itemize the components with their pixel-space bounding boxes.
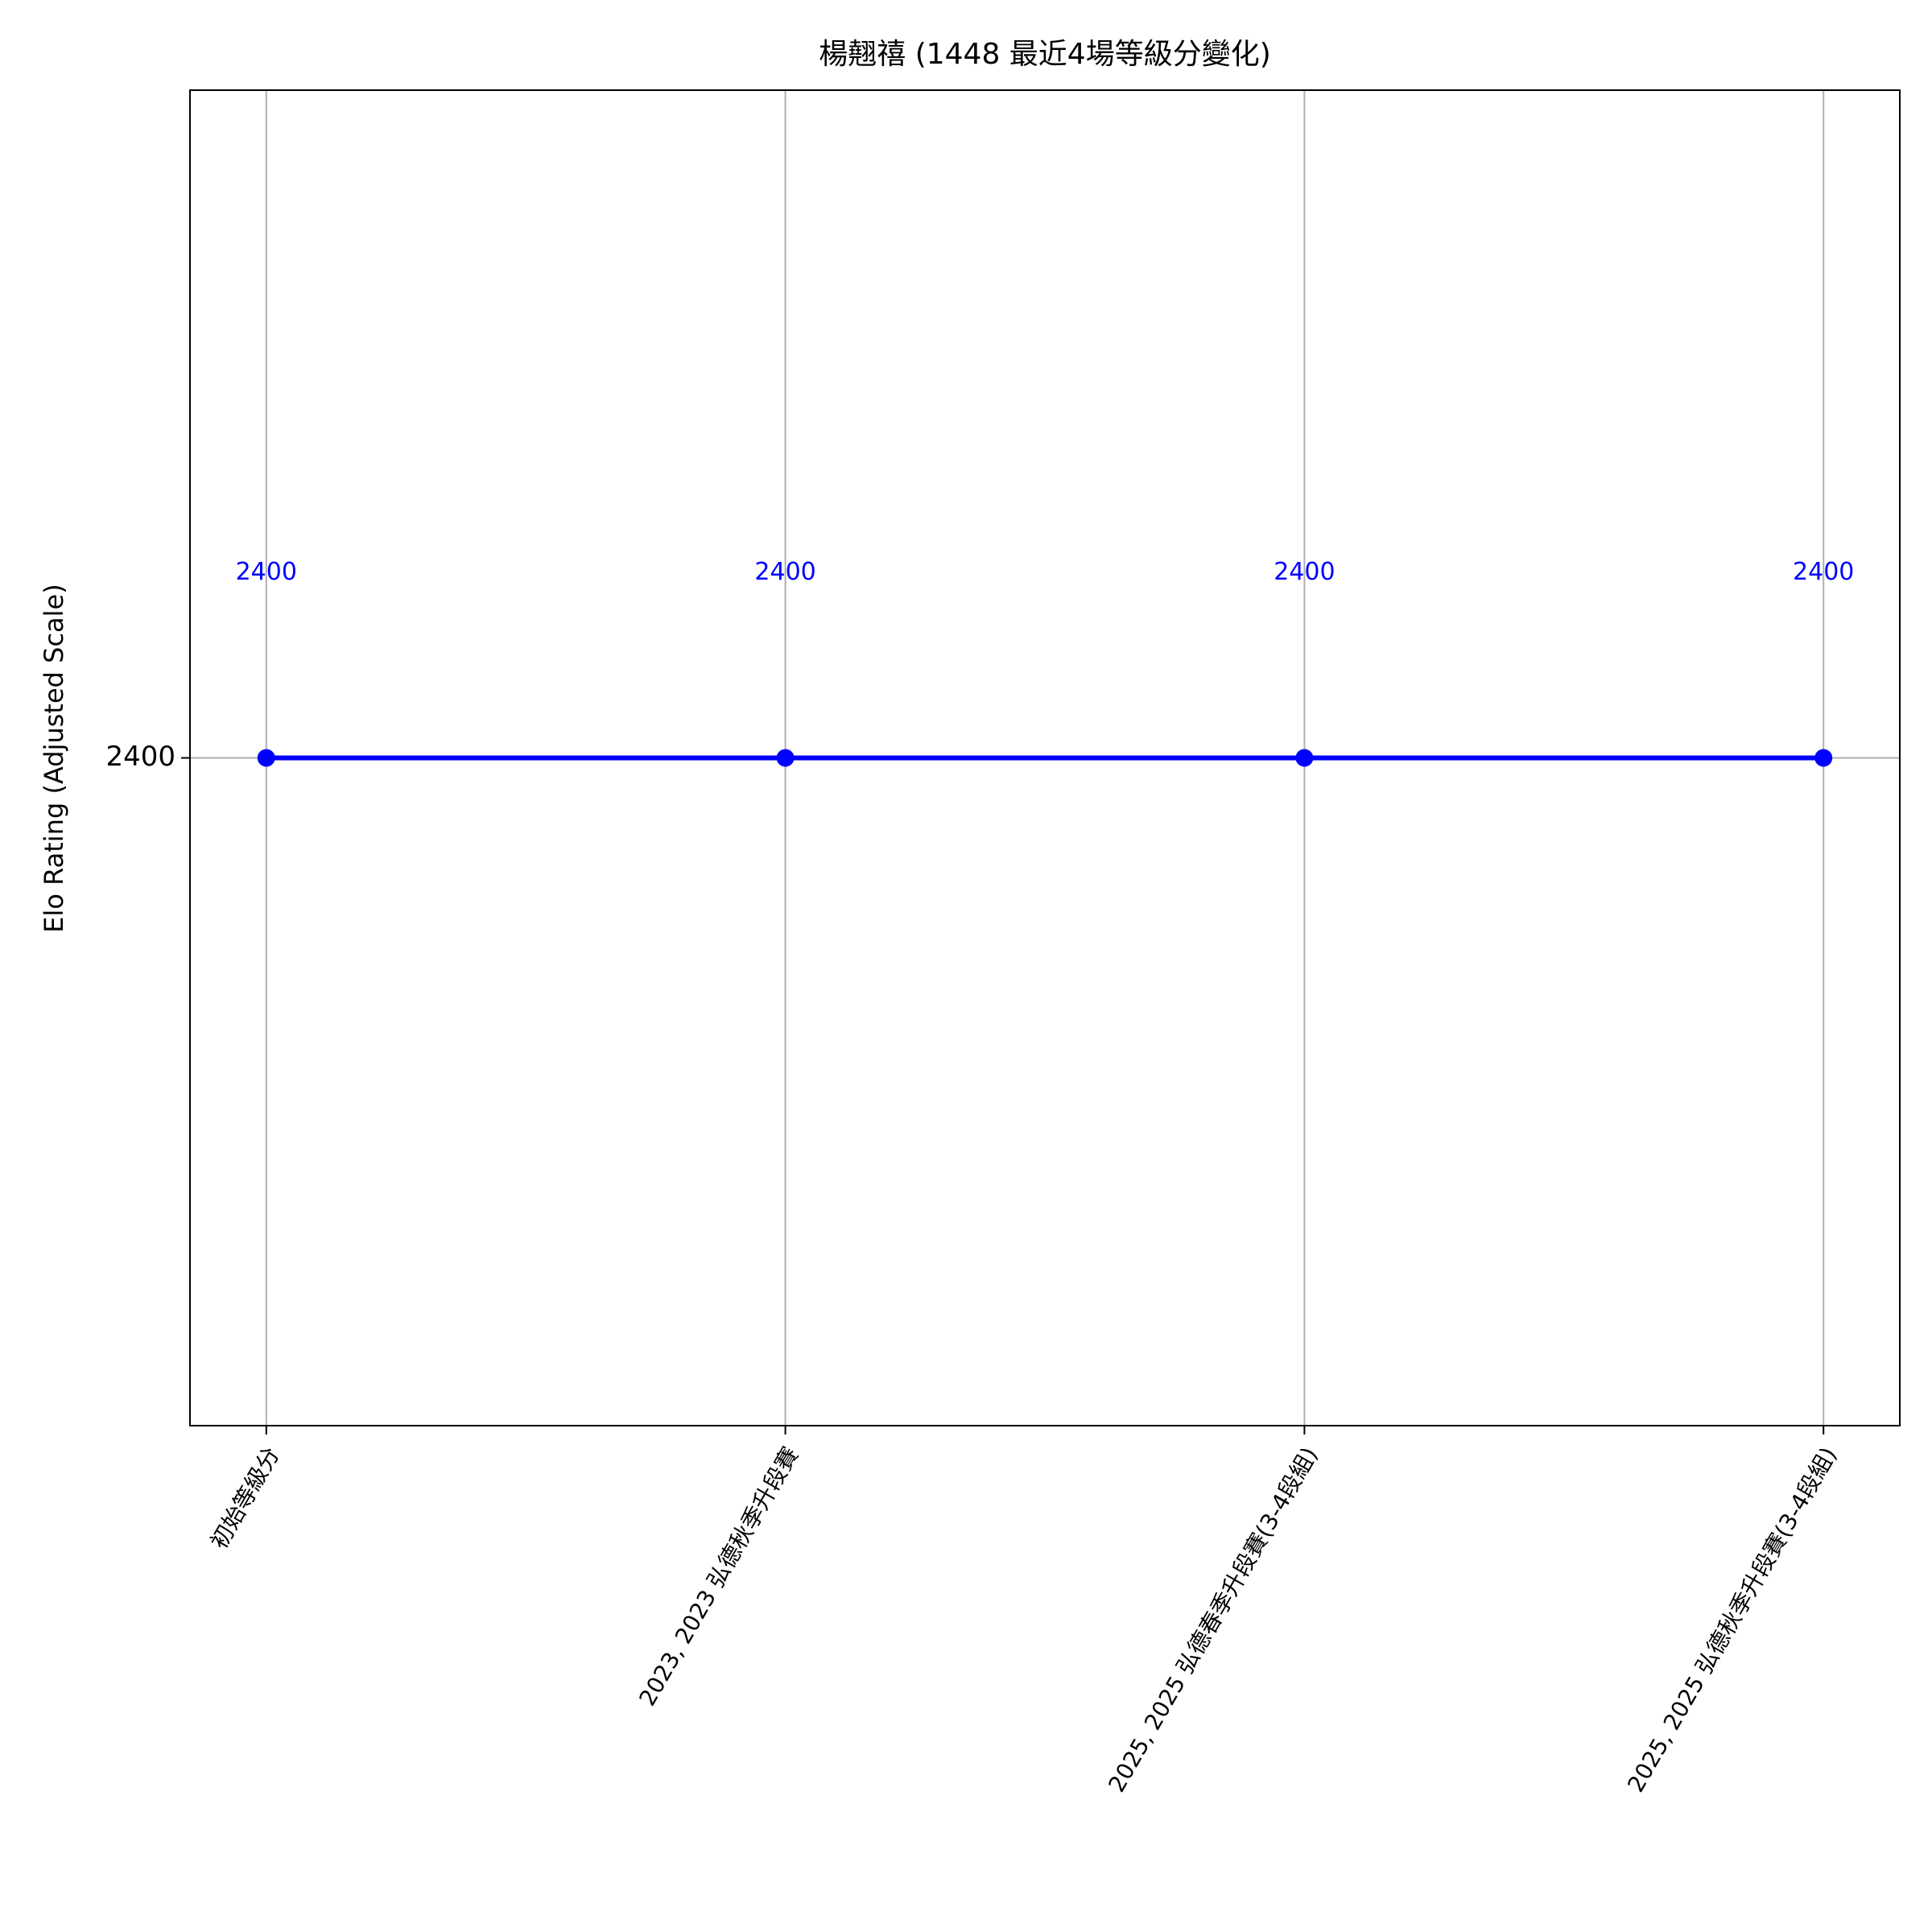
data-label: 2400: [754, 558, 815, 586]
y-tick-label: 2400: [105, 741, 175, 773]
point: [1295, 749, 1314, 767]
y-axis-label: Elo Rating (Adjusted Scale): [39, 584, 69, 932]
data-label: 2400: [1793, 558, 1854, 586]
point: [257, 749, 275, 767]
plot-frame: [189, 89, 1901, 1426]
data-label: 2400: [1274, 558, 1335, 586]
chart-title: 楊翹禧 (1448 最近4場等級分變化): [819, 38, 1271, 71]
data-label: 2400: [236, 558, 297, 586]
point: [1814, 749, 1833, 767]
point: [776, 749, 795, 767]
